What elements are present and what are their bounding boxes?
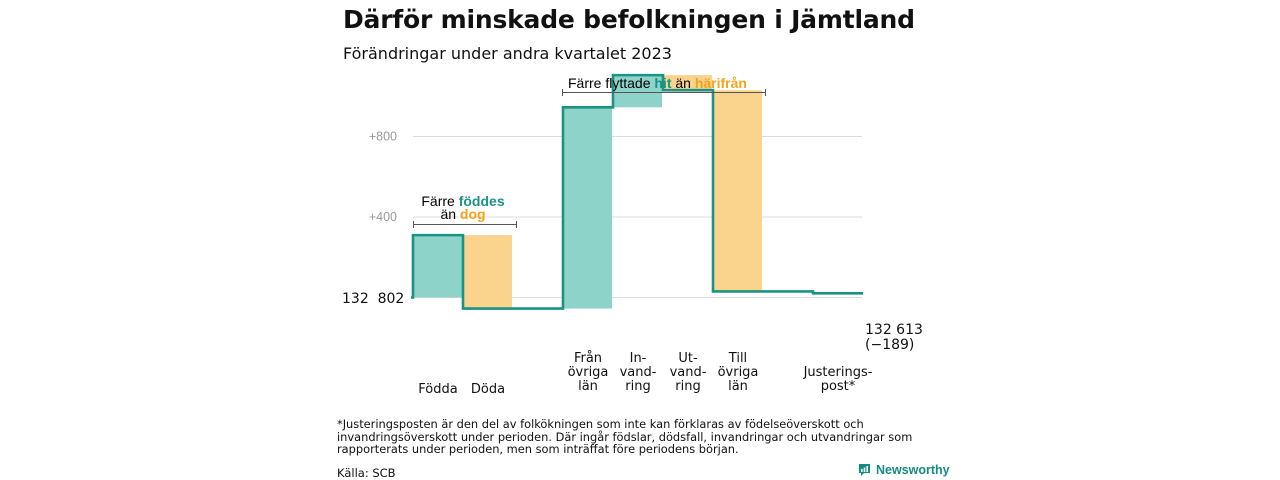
category-label: Döda [471, 382, 505, 397]
category-label: Födda [418, 382, 457, 397]
bar-döda [464, 235, 512, 309]
bar-tillövrigalän [714, 90, 762, 292]
annotation-moves: Färre flyttade hit än härifrån [562, 75, 766, 96]
category-label: Justerings-post* [803, 365, 873, 394]
annotation-births-line2: än dog [440, 206, 485, 222]
category-label: Ut-vand-ring [670, 351, 707, 394]
category-label: Från övriga län [568, 351, 609, 394]
source: Källa: SCB [337, 466, 396, 480]
start-value-label: 132 802 [342, 291, 404, 307]
annotation-births: Färre föddes än dog [413, 193, 517, 228]
bar-invandring [614, 75, 662, 108]
bar-frånövrigalän [564, 107, 612, 309]
newsworthy-logo-icon [859, 464, 870, 476]
bar-födda [414, 235, 462, 298]
category-labels: Födda Döda Från övriga län In-vand-ring Ut-van… [418, 351, 872, 397]
y-tick-label: +400 [369, 210, 397, 224]
category-label: Till övriga län [718, 351, 759, 394]
end-change-label: (−189) [865, 337, 914, 353]
end-value-label: 132 613 [865, 322, 923, 338]
category-label: In-vand-ring [620, 351, 657, 394]
chart-subtitle: Förändringar under andra kvartalet 2023 [343, 44, 672, 63]
y-tick-labels: +400 +800 [369, 130, 397, 225]
y-tick-label: +800 [369, 130, 397, 144]
annotation-moves-text: Färre flyttade hit än härifrån [568, 75, 747, 91]
cumulative-step-line [411, 73, 863, 310]
annotation-births-line1: Färre föddes [421, 193, 504, 209]
footnote: *Justeringsposten är den del av folkökni… [337, 417, 913, 457]
brand: Newsworthy [858, 463, 950, 477]
chart-title: Därför minskade befolkningen i Jämtland [343, 5, 915, 34]
brand-name: Newsworthy [876, 463, 950, 477]
bar-utvandring [664, 75, 712, 91]
bars [414, 75, 762, 309]
